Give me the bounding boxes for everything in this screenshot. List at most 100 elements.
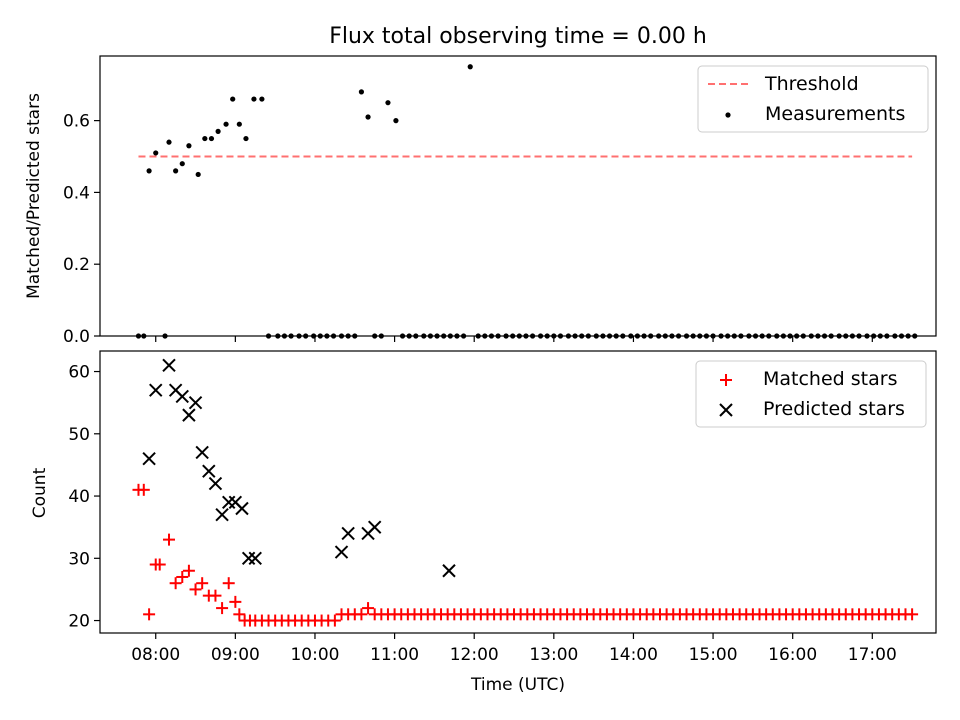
predicted-point xyxy=(248,551,262,566)
top-panel: 0.0 0.2 0.4 0.6 Matched/Predicted stars Thr… xyxy=(24,55,937,347)
predicted-point xyxy=(162,358,176,373)
predicted-point xyxy=(367,520,382,534)
predicted-point-b xyxy=(142,451,156,466)
matched-point xyxy=(189,583,202,596)
top-tick-layer: 0.0 0.2 0.4 0.6 xyxy=(63,112,873,347)
measurement-point xyxy=(179,161,185,167)
matched-point xyxy=(906,608,919,621)
predicted-point-b xyxy=(188,395,203,410)
predicted-point xyxy=(195,445,209,460)
top-y-tick-label: 0.4 xyxy=(63,183,90,203)
predicted-point-b xyxy=(149,383,163,397)
measurement-point xyxy=(153,150,159,156)
chart-title: Flux total observing time = 0.00 h xyxy=(329,24,707,49)
predicted-legend-marker xyxy=(719,403,733,417)
measurement-point xyxy=(385,100,391,106)
bottom-tick-layer: 08:00 09:00 10:00 11:00 12:00 13:00 14:00 15:00… xyxy=(68,363,896,665)
measurement-point xyxy=(230,96,236,102)
matched-point xyxy=(229,595,242,608)
x-tick-label: 12:00 xyxy=(450,645,499,665)
matched-legend-label: Matched stars xyxy=(763,368,897,390)
matched-point xyxy=(216,602,229,615)
predicted-point-b xyxy=(367,520,382,534)
predicted-point-b xyxy=(175,389,189,404)
predicted-point-b xyxy=(228,495,243,509)
bottom-y-axis-label: Count xyxy=(30,467,50,518)
measurement-point xyxy=(251,96,257,102)
measurements-legend-label: Measurements xyxy=(765,103,905,125)
x-tick-label: 16:00 xyxy=(768,645,817,665)
matched-point xyxy=(328,614,341,627)
predicted-point-b xyxy=(215,508,229,522)
measurement-point xyxy=(467,64,473,70)
predicted-point xyxy=(215,508,229,522)
predicted-point-b xyxy=(248,551,262,566)
matched-point xyxy=(209,589,222,602)
x-tick-label: 14:00 xyxy=(609,645,658,665)
measurement-point xyxy=(173,168,179,174)
measurement-point xyxy=(365,114,371,120)
predicted-point-b xyxy=(202,464,216,478)
bottom-y-tick-label: 60 xyxy=(68,363,90,383)
predicted-point-b xyxy=(442,564,456,578)
top-legend: Threshold Measurements xyxy=(697,65,929,133)
predicted-legend-label: Predicted stars xyxy=(763,398,905,420)
matched-point xyxy=(222,577,235,590)
predicted-point-b xyxy=(208,476,223,491)
predicted-point-b xyxy=(334,545,349,559)
measurement-point xyxy=(195,171,201,178)
bottom-y-tick-label: 30 xyxy=(68,549,90,569)
x-tick-label: 08:00 xyxy=(131,645,180,665)
matched-point xyxy=(233,608,246,621)
bottom-data-layer xyxy=(132,358,919,627)
predicted-point-b xyxy=(182,408,196,422)
predicted-point xyxy=(334,545,349,559)
measurement-point xyxy=(358,89,365,95)
bottom-legend-frame xyxy=(695,360,927,428)
top-y-tick-label: 0.2 xyxy=(63,255,90,275)
measurement-point xyxy=(146,168,152,174)
x-tick-label: 13:00 xyxy=(529,645,578,665)
predicted-point-b xyxy=(341,526,355,541)
threshold-legend-label: Threshold xyxy=(764,73,859,95)
top-legend-frame xyxy=(697,65,929,133)
predicted-point xyxy=(235,501,249,516)
top-plot-frame xyxy=(99,55,937,337)
x-tick-label: 11:00 xyxy=(370,645,419,665)
predicted-point xyxy=(442,564,456,578)
bottom-y-tick-label: 20 xyxy=(68,612,90,632)
matched-point xyxy=(153,558,166,571)
measurement-point xyxy=(393,118,399,124)
matched-point xyxy=(355,608,368,621)
predicted-point xyxy=(341,526,355,541)
measurement-point xyxy=(243,135,249,142)
bottom-panel: 08:00 09:00 10:00 11:00 12:00 13:00 14:00 15:00… xyxy=(30,350,937,695)
bottom-legend: Matched stars Predicted stars xyxy=(695,360,927,428)
measurement-point xyxy=(186,143,192,149)
predicted-point-b xyxy=(168,383,183,397)
predicted-point-b xyxy=(162,358,176,373)
predicted-point-b xyxy=(235,501,249,516)
matched-point xyxy=(196,577,209,590)
matched-point xyxy=(182,564,195,577)
bottom-y-tick-label: 40 xyxy=(68,487,90,507)
predicted-point xyxy=(188,395,203,410)
x-tick-label: 17:00 xyxy=(848,645,897,665)
top-y-axis-label: Matched/Predicted stars xyxy=(24,93,44,299)
measurement-point xyxy=(215,128,221,134)
bottom-plot-frame xyxy=(99,350,937,634)
matched-point xyxy=(137,483,150,496)
measurement-point xyxy=(202,135,208,142)
x-axis-label: Time (UTC) xyxy=(470,675,565,695)
x-tick-label: 10:00 xyxy=(290,645,339,665)
matched-point xyxy=(169,577,182,590)
matched-point xyxy=(362,602,375,615)
top-y-tick-label: 0.0 xyxy=(63,327,90,347)
measurements-legend-marker xyxy=(725,112,731,118)
matched-point xyxy=(176,570,189,583)
measurement-point xyxy=(236,121,242,127)
predicted-point xyxy=(182,408,196,422)
predicted-point xyxy=(142,451,156,466)
matched-point xyxy=(143,608,156,621)
